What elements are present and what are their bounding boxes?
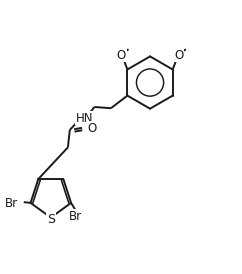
Text: Br: Br [5, 197, 18, 210]
Text: S: S [47, 213, 55, 226]
Text: O: O [117, 49, 126, 62]
Text: Br: Br [69, 210, 82, 223]
Text: O: O [87, 122, 97, 135]
Text: HN: HN [76, 112, 93, 125]
Text: O: O [174, 49, 183, 62]
